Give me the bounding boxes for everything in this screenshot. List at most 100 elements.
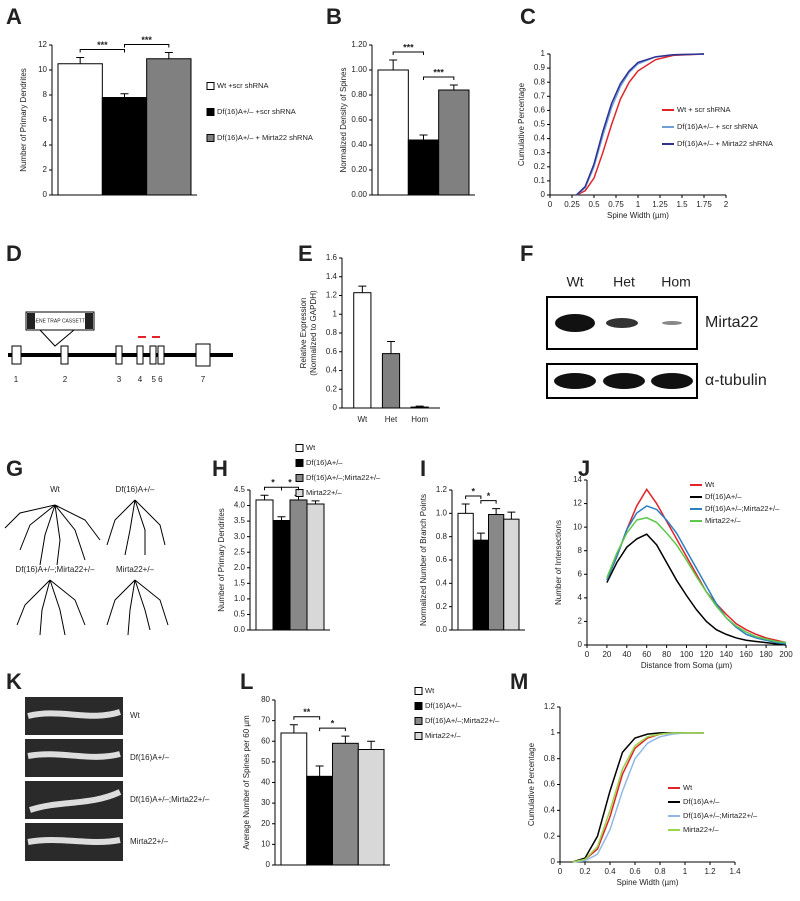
exon: [11, 345, 22, 365]
x-tick-label: Het: [385, 415, 398, 424]
x-tick-label: 0: [585, 650, 590, 659]
significance-bracket: [124, 44, 170, 48]
exon: [115, 345, 123, 365]
significance-label: ***: [403, 42, 414, 52]
insertion: [39, 329, 75, 347]
exon-label: 2: [63, 375, 68, 384]
neuron-label: Df(16)A+/–: [116, 485, 155, 494]
y-axis-label: Normalized Number of Branch Points: [419, 494, 428, 626]
bar: [488, 514, 505, 631]
y-tick-label: 0.1: [534, 176, 546, 185]
y-tick-label: 0.8: [436, 532, 448, 541]
bar: [503, 518, 520, 631]
line: [576, 53, 705, 196]
bar: [410, 406, 429, 409]
error-bar: [341, 735, 350, 744]
error-bar: [164, 52, 173, 59]
y-tick-label: 0.00: [351, 190, 367, 199]
bar: [146, 58, 192, 196]
legend-swatch: [414, 702, 423, 710]
y-tick-label: 0: [266, 860, 271, 869]
error-bar: [449, 84, 458, 90]
panel-letter: D: [6, 241, 22, 266]
x-tick-label: 140: [720, 650, 734, 659]
y-tick-label: 0.5: [534, 120, 546, 129]
band: [662, 321, 682, 325]
y-tick-label: 0.2: [534, 162, 546, 171]
bar: [289, 499, 308, 631]
y-tick-label: 2.0: [234, 563, 246, 572]
y-axis-label: Normalized Density of Spines: [339, 68, 348, 173]
band: [606, 318, 638, 328]
legend-label: Wt: [683, 783, 693, 792]
y-tick-label: 1.4: [326, 272, 338, 281]
legend-swatch: [295, 444, 304, 452]
legend-label: Wt + scr shRNA: [677, 105, 731, 114]
significance-label: ***: [433, 67, 444, 77]
dendrite-images: Wt Df(16)A+/– Df(16)A+/–;Mirta22+/– Mirt…: [25, 697, 210, 861]
legend-label: Df(16)A+/–: [425, 701, 462, 710]
dendrite: [27, 709, 122, 845]
error-bar: [507, 511, 516, 520]
significance-bracket: [264, 486, 282, 491]
y-tick-label: 0.6: [534, 106, 546, 115]
legend-swatch: [414, 687, 423, 695]
significance-bracket: [281, 486, 299, 491]
x-tick-label: 0: [558, 867, 563, 876]
y-tick-label: 0.20: [351, 165, 367, 174]
y-tick-label: 1: [541, 49, 546, 58]
legend-swatch: [206, 82, 215, 90]
y-tick-label: 0.6: [326, 347, 338, 356]
lane-label: Hom: [661, 274, 691, 290]
cassette-label: GENE TRAP CASSETTE: [32, 318, 89, 324]
error-bar: [277, 516, 286, 521]
y-tick-label: 1.2: [326, 291, 338, 300]
y-tick-label: 0.8: [544, 754, 556, 763]
error-bar: [387, 340, 395, 354]
error-bar: [492, 508, 501, 515]
y-tick-label: 30: [261, 798, 270, 807]
panel-letter: E: [298, 241, 313, 266]
x-tick-label: 0.8: [654, 867, 666, 876]
image-label: Df(16)A+/–;Mirta22+/–: [130, 795, 210, 804]
image-label: Wt: [130, 711, 141, 720]
significance-label: *: [288, 478, 292, 488]
exon: [149, 345, 157, 365]
x-tick-label: 0.6: [629, 867, 641, 876]
legend-label: Wt: [705, 480, 715, 489]
x-tick-label: 0.75: [608, 200, 624, 209]
x-tick-label: 80: [662, 650, 671, 659]
y-tick-label: 3.5: [234, 516, 246, 525]
y-tick-label: 4: [43, 140, 48, 149]
panel-letter: I: [420, 456, 426, 481]
image-label: Mirta22+/–: [130, 837, 169, 846]
line: [606, 488, 787, 644]
significance-label: **: [303, 707, 311, 717]
y-tick-label: 0.0: [234, 625, 246, 634]
significance-bracket: [319, 727, 346, 732]
y-tick-label: 80: [261, 695, 270, 704]
y-tick-label: 0.8: [326, 328, 338, 337]
legend-label: Df(16)A+/– + scr shRNA: [677, 122, 758, 131]
legend-label: Df(16)A+/–;Mirta22+/–: [306, 473, 381, 482]
band: [651, 373, 693, 389]
y-tick-label: 12: [38, 40, 47, 49]
panel-letter: C: [520, 4, 536, 29]
panel-letter: F: [520, 241, 533, 266]
neuron-label: Df(16)A+/–;Mirta22+/–: [15, 565, 95, 574]
error-bar: [120, 93, 129, 98]
significance-bracket: [480, 500, 497, 504]
x-tick-label: 200: [779, 650, 793, 659]
y-axis-label: Relative Expression: [299, 298, 308, 369]
panel-letter: K: [6, 669, 22, 694]
panel-letter: G: [6, 456, 23, 481]
x-tick-label: 40: [622, 650, 631, 659]
y-tick-label: 0.6: [544, 780, 556, 789]
y-tick-label: 1.6: [326, 253, 338, 262]
exon-label: 4: [138, 375, 143, 384]
significance-bracket: [79, 49, 125, 53]
band-label: Mirta22: [705, 314, 758, 331]
y-tick-label: 12: [573, 499, 582, 508]
x-tick-label: 180: [759, 650, 773, 659]
legend-label: Df(16)A+/– +scr shRNA: [217, 107, 296, 116]
